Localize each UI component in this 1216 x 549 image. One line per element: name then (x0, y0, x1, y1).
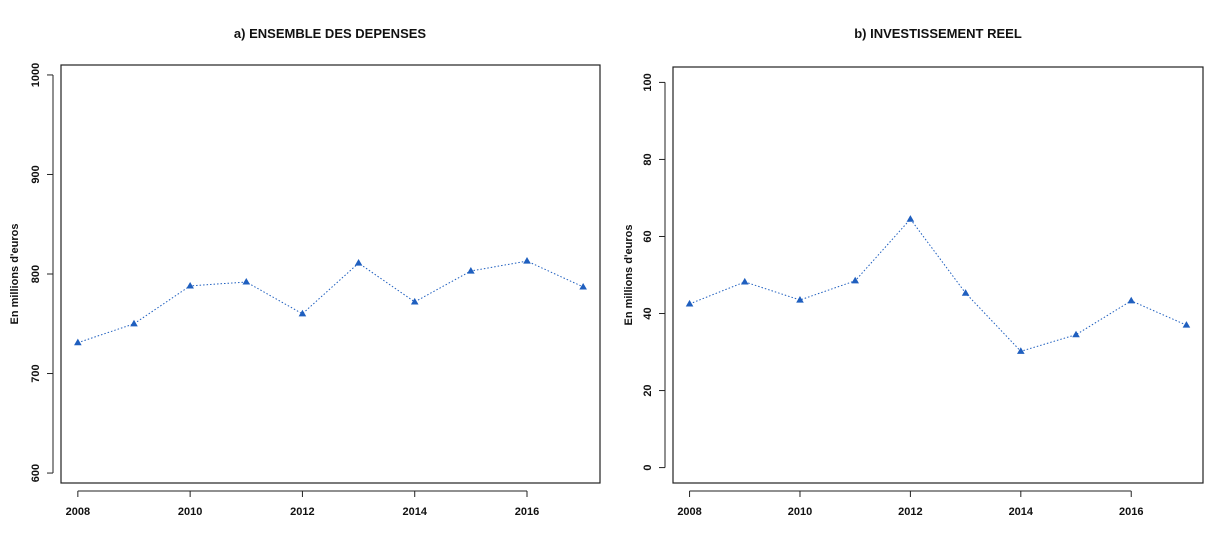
data-point-2016 (1127, 296, 1136, 304)
data-point-2013 (354, 259, 363, 266)
y-axis-label: En millions d'euros (623, 224, 635, 325)
x-tick-label: 2014 (1009, 506, 1034, 518)
x-tick-label: 2014 (402, 506, 427, 518)
x-tick-label: 2016 (1119, 506, 1143, 518)
data-point-2009 (740, 277, 749, 285)
data-point-2012 (906, 215, 915, 222)
data-point-2011 (242, 277, 251, 285)
data-point-2010 (796, 296, 804, 303)
plot-frame (672, 66, 1204, 484)
y-tick-label: 900 (30, 165, 42, 183)
y-tick-label: 0 (642, 465, 654, 471)
series-line (77, 260, 584, 344)
data-point-2017 (579, 282, 587, 290)
x-tick-label: 2010 (788, 506, 812, 518)
plot-frame (60, 64, 601, 484)
x-tick-label: 2010 (178, 506, 202, 518)
y-tick-label: 800 (30, 265, 42, 283)
y-tick-label: 100 (642, 73, 654, 91)
x-tick-label: 2016 (515, 506, 539, 518)
chart-title: a) ENSEMBLE DES DEPENSES (234, 26, 426, 41)
x-tick-label: 2008 (677, 506, 701, 518)
y-tick-label: 20 (642, 384, 654, 396)
x-tick-label: 2012 (898, 506, 922, 518)
y-tick-label: 600 (30, 464, 42, 482)
chart-title: b) INVESTISSEMENT REEL (854, 26, 1022, 41)
data-point-2015 (1072, 330, 1080, 338)
chart-panel-expenses: a) ENSEMBLE DES DEPENSES En millions d'eu… (9, 26, 601, 518)
x-tick-label: 2012 (290, 506, 314, 518)
chart-panel-investment: b) INVESTISSEMENT REEL En millions d'euro… (623, 26, 1204, 518)
data-point-2013 (961, 289, 970, 296)
y-tick-label: 40 (642, 307, 654, 319)
y-axis-label: En millions d'euros (9, 223, 21, 324)
series-line (689, 218, 1187, 352)
data-point-2008 (685, 299, 694, 307)
y-tick-label: 700 (30, 364, 42, 382)
data-point-2015 (467, 267, 475, 274)
data-point-2014 (1017, 347, 1025, 354)
x-tick-label: 2008 (66, 506, 90, 518)
data-point-2008 (74, 338, 82, 346)
y-tick-label: 1000 (30, 63, 42, 87)
data-point-2017 (1182, 321, 1191, 328)
data-point-2014 (410, 297, 419, 305)
data-point-2011 (851, 276, 859, 284)
y-tick-label: 80 (642, 153, 654, 165)
y-tick-label: 60 (642, 230, 654, 242)
data-point-2012 (298, 309, 307, 317)
data-point-2016 (523, 257, 531, 264)
data-point-2010 (186, 281, 194, 289)
data-point-2009 (130, 319, 138, 327)
